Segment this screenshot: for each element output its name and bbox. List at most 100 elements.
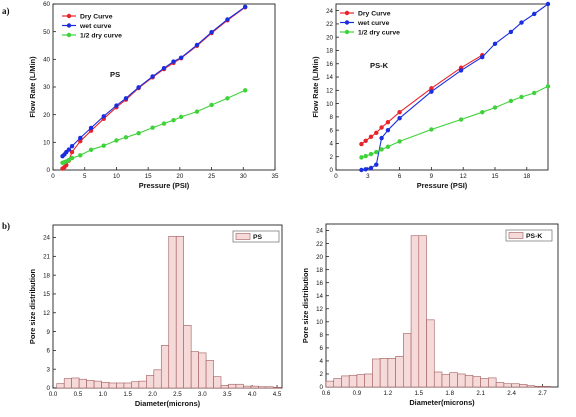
legend-entry: wet curve bbox=[357, 20, 390, 27]
data-point bbox=[532, 11, 537, 17]
histogram-bar bbox=[190, 351, 199, 389]
histogram-bar bbox=[78, 378, 87, 389]
histogram-bar bbox=[364, 373, 373, 388]
y-tick-label: 4 bbox=[330, 141, 334, 148]
data-point bbox=[374, 162, 379, 167]
legend-swatch-marker bbox=[66, 32, 72, 38]
histogram-bar bbox=[511, 383, 520, 388]
y-tick-label: 22 bbox=[316, 241, 323, 248]
histogram-bar bbox=[258, 386, 267, 389]
panel-label-a: a) bbox=[2, 6, 10, 16]
data-point bbox=[492, 105, 498, 110]
histogram-bar bbox=[341, 375, 350, 388]
histogram-bar bbox=[205, 360, 214, 389]
data-point bbox=[363, 167, 368, 172]
x-tick-label: 30 bbox=[240, 173, 247, 180]
histogram-bar bbox=[542, 386, 551, 388]
data-point bbox=[78, 135, 83, 141]
x-tick-label: 1.8 bbox=[445, 390, 454, 397]
sample-label: PS-K bbox=[370, 61, 389, 70]
data-point bbox=[69, 155, 75, 161]
data-point bbox=[458, 117, 464, 122]
legend-swatch-marker bbox=[344, 10, 350, 16]
y-tick-label: 8 bbox=[320, 332, 324, 339]
data-point bbox=[66, 157, 72, 163]
y-tick-label: 0 bbox=[320, 384, 324, 391]
legend-swatch bbox=[508, 232, 524, 239]
data-point bbox=[66, 147, 72, 152]
data-point bbox=[178, 114, 184, 120]
data-point bbox=[242, 4, 248, 9]
histogram-bar bbox=[526, 385, 536, 388]
y-tick-label: 18 bbox=[326, 48, 333, 55]
legend-box bbox=[232, 230, 280, 243]
x-tick-label: 3.5 bbox=[223, 391, 232, 398]
histogram-bar bbox=[265, 386, 274, 389]
x-tick-label: 4.0 bbox=[248, 391, 257, 398]
data-point bbox=[225, 96, 230, 101]
data-point bbox=[171, 118, 176, 123]
y-tick-label: 40 bbox=[43, 57, 50, 64]
histogram-bar bbox=[410, 235, 420, 388]
data-point bbox=[368, 134, 374, 139]
y-tick-label: 10 bbox=[316, 319, 323, 326]
data-point bbox=[88, 125, 94, 131]
data-point bbox=[545, 1, 551, 7]
data-point bbox=[69, 144, 75, 149]
y-tick-label: 16 bbox=[316, 280, 323, 287]
data-point bbox=[458, 68, 464, 73]
y-tick-label: 60 bbox=[43, 1, 50, 8]
x-tick-label: 9 bbox=[430, 173, 434, 180]
y-tick-label: 20 bbox=[43, 112, 50, 119]
x-tick-label: 5 bbox=[83, 173, 87, 180]
y-tick-label: 16 bbox=[326, 61, 333, 68]
data-point bbox=[359, 167, 364, 173]
histogram-bar bbox=[243, 385, 252, 389]
x-tick-label: 0 bbox=[51, 173, 55, 180]
x-tick-label: 20 bbox=[176, 173, 183, 180]
histogram-bar bbox=[123, 382, 132, 389]
sample-label: PS bbox=[110, 70, 120, 79]
histogram-bar bbox=[213, 376, 222, 389]
histogram-bar bbox=[449, 372, 458, 388]
legend-entry: 1/2 dry curve bbox=[358, 29, 400, 36]
data-point bbox=[194, 42, 200, 48]
histogram-bar bbox=[220, 385, 229, 389]
data-point bbox=[101, 143, 106, 148]
legend-swatch-marker bbox=[66, 13, 72, 19]
legend-entry: Dry Curve bbox=[358, 10, 391, 17]
y-tick-label: 18 bbox=[316, 267, 323, 274]
data-point bbox=[171, 59, 176, 64]
y-tick-label: 22 bbox=[326, 21, 333, 28]
x-tick-label: 2.7 bbox=[538, 390, 547, 397]
histogram-bar bbox=[116, 382, 125, 389]
histogram-bar bbox=[168, 235, 177, 389]
histogram-bar bbox=[175, 235, 184, 389]
histogram-bar bbox=[426, 319, 435, 388]
data-point bbox=[194, 109, 200, 114]
y-axis-label: Pore size distribution bbox=[28, 268, 37, 344]
data-point bbox=[385, 119, 391, 125]
data-point bbox=[379, 147, 384, 152]
y-axis-label: Pore size distribution bbox=[301, 267, 310, 343]
y-tick-label: 24 bbox=[326, 8, 333, 15]
data-point bbox=[161, 121, 167, 126]
x-tick-label: 18 bbox=[523, 173, 530, 180]
data-point bbox=[114, 138, 119, 143]
data-point bbox=[385, 127, 391, 133]
y-tick-label: 6 bbox=[47, 348, 51, 355]
legend-entry: wet curve bbox=[79, 23, 112, 30]
y-tick-label: 12 bbox=[316, 306, 323, 313]
histogram-bar bbox=[71, 377, 80, 389]
histogram-bar bbox=[146, 375, 155, 389]
histogram-bar bbox=[101, 382, 110, 389]
histogram-bar bbox=[198, 352, 207, 389]
data-point bbox=[368, 151, 374, 157]
data-point bbox=[519, 20, 524, 25]
y-tick-label: 2 bbox=[330, 154, 334, 161]
x-tick-label: 15 bbox=[492, 173, 499, 180]
data-point bbox=[385, 144, 391, 149]
data-point bbox=[78, 139, 83, 144]
